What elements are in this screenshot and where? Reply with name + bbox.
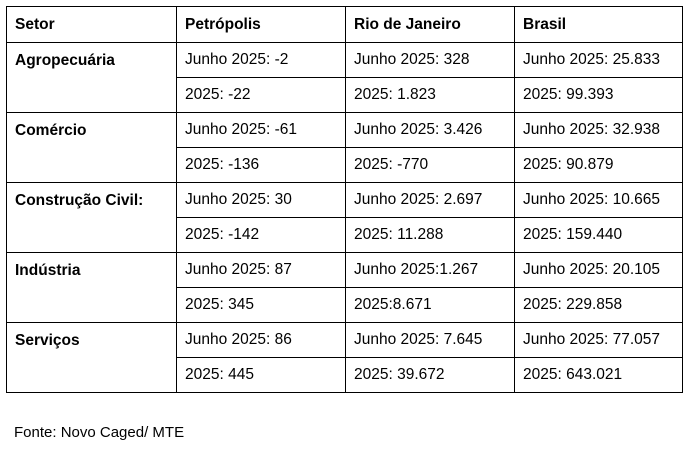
table-cell: Junho 2025: -2 [176,42,346,78]
table-row: Comércio Junho 2025: -61 Junho 2025: 3.4… [6,112,683,183]
header-setor: Setor [6,6,177,43]
table-cell: Junho 2025: 2.697 [345,182,515,218]
table-cell: Junho 2025: 328 [345,42,515,78]
table-cell: 2025: 445 [176,357,346,393]
table-cell: Junho 2025: 32.938 [514,112,683,148]
table-cell: Junho 2025: 30 [176,182,346,218]
source-note: Fonte: Novo Caged/ MTE [14,424,185,441]
employment-table: Setor Petrópolis Rio de Janeiro Brasil A… [6,6,683,393]
table-row: 2025: -136 2025: -770 2025: 90.879 [7,147,683,183]
sector-name: Agropecuária [6,42,177,113]
table-cell: Junho 2025: 25.833 [514,42,683,78]
table-cell: 2025: -136 [176,147,346,183]
table-cell: 2025: -770 [345,147,515,183]
table-cell: Junho 2025: 77.057 [514,322,683,358]
table-cell: 2025: -22 [176,77,346,113]
table-cell: Junho 2025: -61 [176,112,346,148]
table-row: Construção Civil: Junho 2025: 30 Junho 2… [6,182,683,253]
header-brasil: Brasil [514,6,683,43]
table-cell: Junho 2025: 20.105 [514,252,683,288]
table-cell: Junho 2025: 10.665 [514,182,683,218]
table-cell: 2025: 159.440 [514,217,683,253]
table-cell: Junho 2025:1.267 [345,252,515,288]
table-cell: 2025: 11.288 [345,217,515,253]
table-row: 2025: 445 2025: 39.672 2025: 643.021 [7,357,683,393]
table-row: 2025: -142 2025: 11.288 2025: 159.440 [7,217,683,253]
table-cell: 2025: -142 [176,217,346,253]
table-row: Indústria Junho 2025: 87 Junho 2025:1.26… [6,252,683,323]
header-petropolis: Petrópolis [176,6,346,43]
table-cell: 2025:8.671 [345,287,515,323]
table-cell: Junho 2025: 87 [176,252,346,288]
table-cell: Junho 2025: 7.645 [345,322,515,358]
header-row: Setor Petrópolis Rio de Janeiro Brasil [6,6,683,43]
table-cell: 2025: 90.879 [514,147,683,183]
table-cell: 2025: 229.858 [514,287,683,323]
table-cell: 2025: 345 [176,287,346,323]
header-rio-de-janeiro: Rio de Janeiro [345,6,515,43]
table-row: Serviços Junho 2025: 86 Junho 2025: 7.64… [6,322,683,393]
table-cell: 2025: 1.823 [345,77,515,113]
sector-name: Comércio [6,112,177,183]
table-cell: Junho 2025: 86 [176,322,346,358]
table-row: 2025: -22 2025: 1.823 2025: 99.393 [7,77,683,113]
table-cell: 2025: 99.393 [514,77,683,113]
sector-name: Serviços [6,322,177,393]
table-row: 2025: 345 2025:8.671 2025: 229.858 [7,287,683,323]
sector-name: Indústria [6,252,177,323]
table-cell: Junho 2025: 3.426 [345,112,515,148]
table-row: Agropecuária Junho 2025: -2 Junho 2025: … [6,42,683,113]
table-cell: 2025: 643.021 [514,357,683,393]
sector-name: Construção Civil: [6,182,177,253]
table-cell: 2025: 39.672 [345,357,515,393]
